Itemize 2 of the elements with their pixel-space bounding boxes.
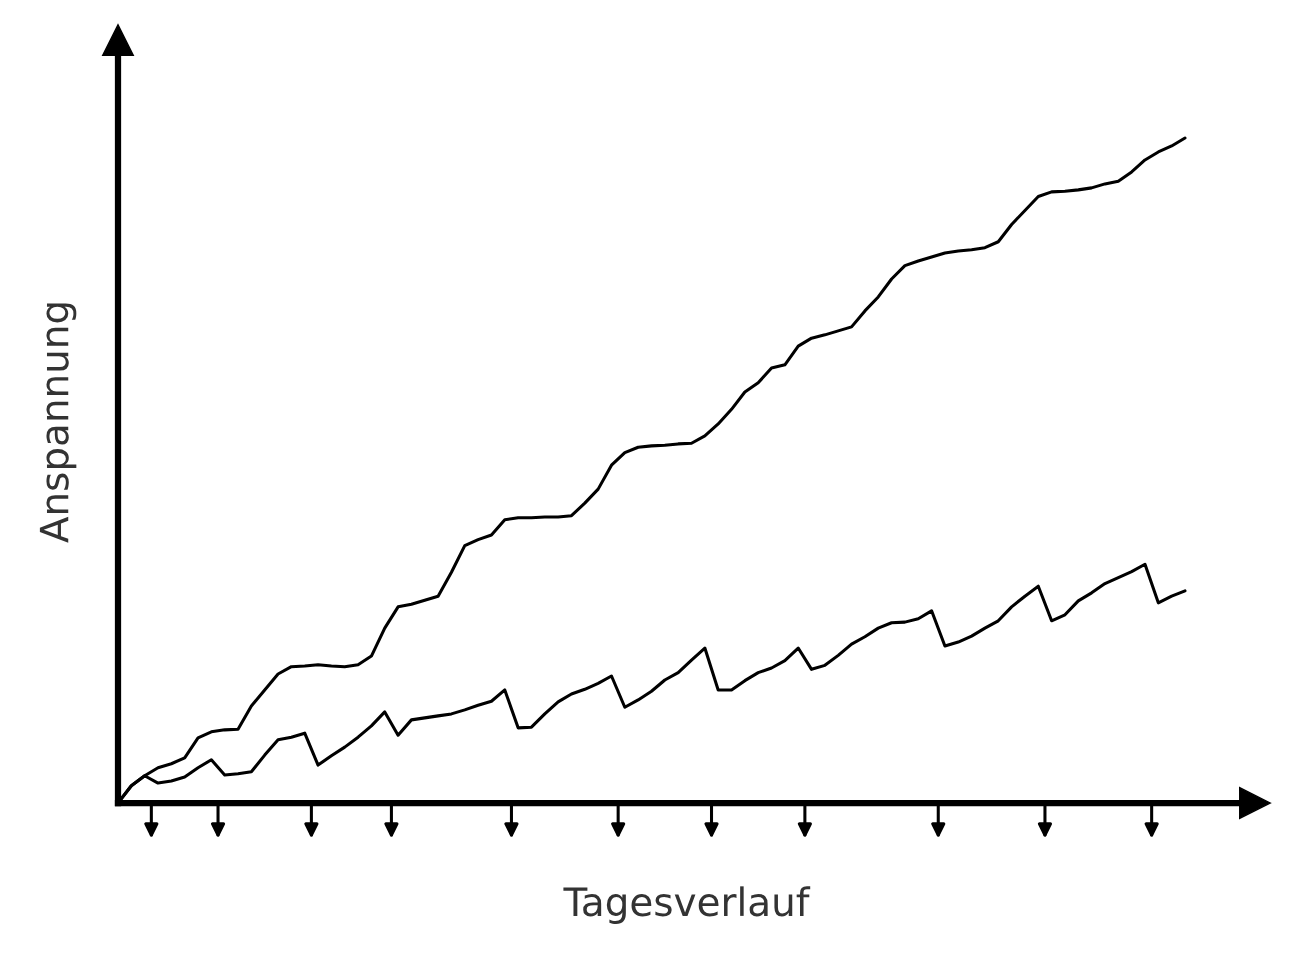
y-axis-title: Anspannung: [39, 303, 77, 543]
x-axis-title: Tagesverlauf: [563, 886, 811, 924]
